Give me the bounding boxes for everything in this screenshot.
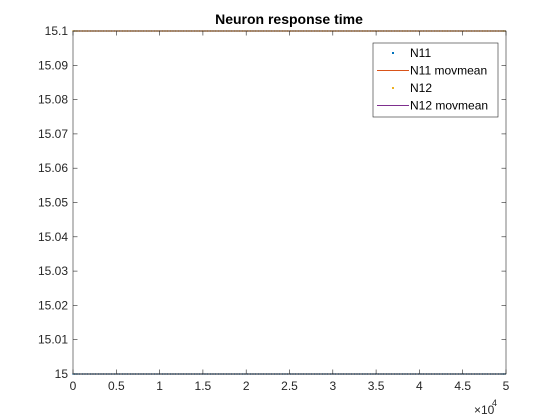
x-tick-label: 3.5 <box>368 379 385 393</box>
y-tick-label: 15.1 <box>45 24 69 38</box>
x-tick-label: 2 <box>243 379 250 393</box>
legend-label: N11 <box>410 46 431 60</box>
x-tick-label: 0.5 <box>108 379 125 393</box>
y-tick-label: 15.02 <box>38 298 68 312</box>
x-tick-label: 0 <box>70 379 77 393</box>
y-tick-label: 15.08 <box>38 93 68 107</box>
y-tick-label: 15.06 <box>38 161 68 175</box>
x-exponent-label: ×10 4 <box>474 398 497 417</box>
y-tick-label: 15.03 <box>38 264 68 278</box>
x-tick-label: 4 <box>416 379 423 393</box>
legend-swatch-marker <box>392 87 394 89</box>
axes-layer: 0 0.5 1 1.5 2 2.5 3 3.5 4 4.5 5 15 15.01 15.02 15.03 15… <box>38 24 510 393</box>
x-tick-label: 5 <box>503 379 510 393</box>
x-tick-label: 1.5 <box>195 379 212 393</box>
legend-label: N11 movmean <box>410 64 487 78</box>
y-tick-label: 15.01 <box>38 333 68 347</box>
legend: N11 N11 movmean N12 N12 movmean <box>372 42 499 118</box>
x-exponent-power: 4 <box>492 398 497 408</box>
x-tick-label: 2.5 <box>281 379 298 393</box>
y-tick-label: 15.07 <box>38 127 68 141</box>
x-tick-label: 1 <box>156 379 163 393</box>
x-tick-label: 4.5 <box>454 379 471 393</box>
legend-swatch-marker <box>392 52 394 54</box>
legend-label: N12 <box>410 81 432 95</box>
y-tick-label: 15.04 <box>38 230 68 244</box>
y-tick-label: 15.05 <box>38 196 68 210</box>
x-exponent-base: ×10 <box>474 403 495 417</box>
x-tick-label: 3 <box>329 379 336 393</box>
chart-title: Neuron response time <box>215 11 363 27</box>
y-tick-label: 15.09 <box>38 58 68 72</box>
legend-label: N12 movmean <box>410 99 488 113</box>
legend-box <box>372 42 499 118</box>
y-tick-label: 15 <box>55 367 69 381</box>
